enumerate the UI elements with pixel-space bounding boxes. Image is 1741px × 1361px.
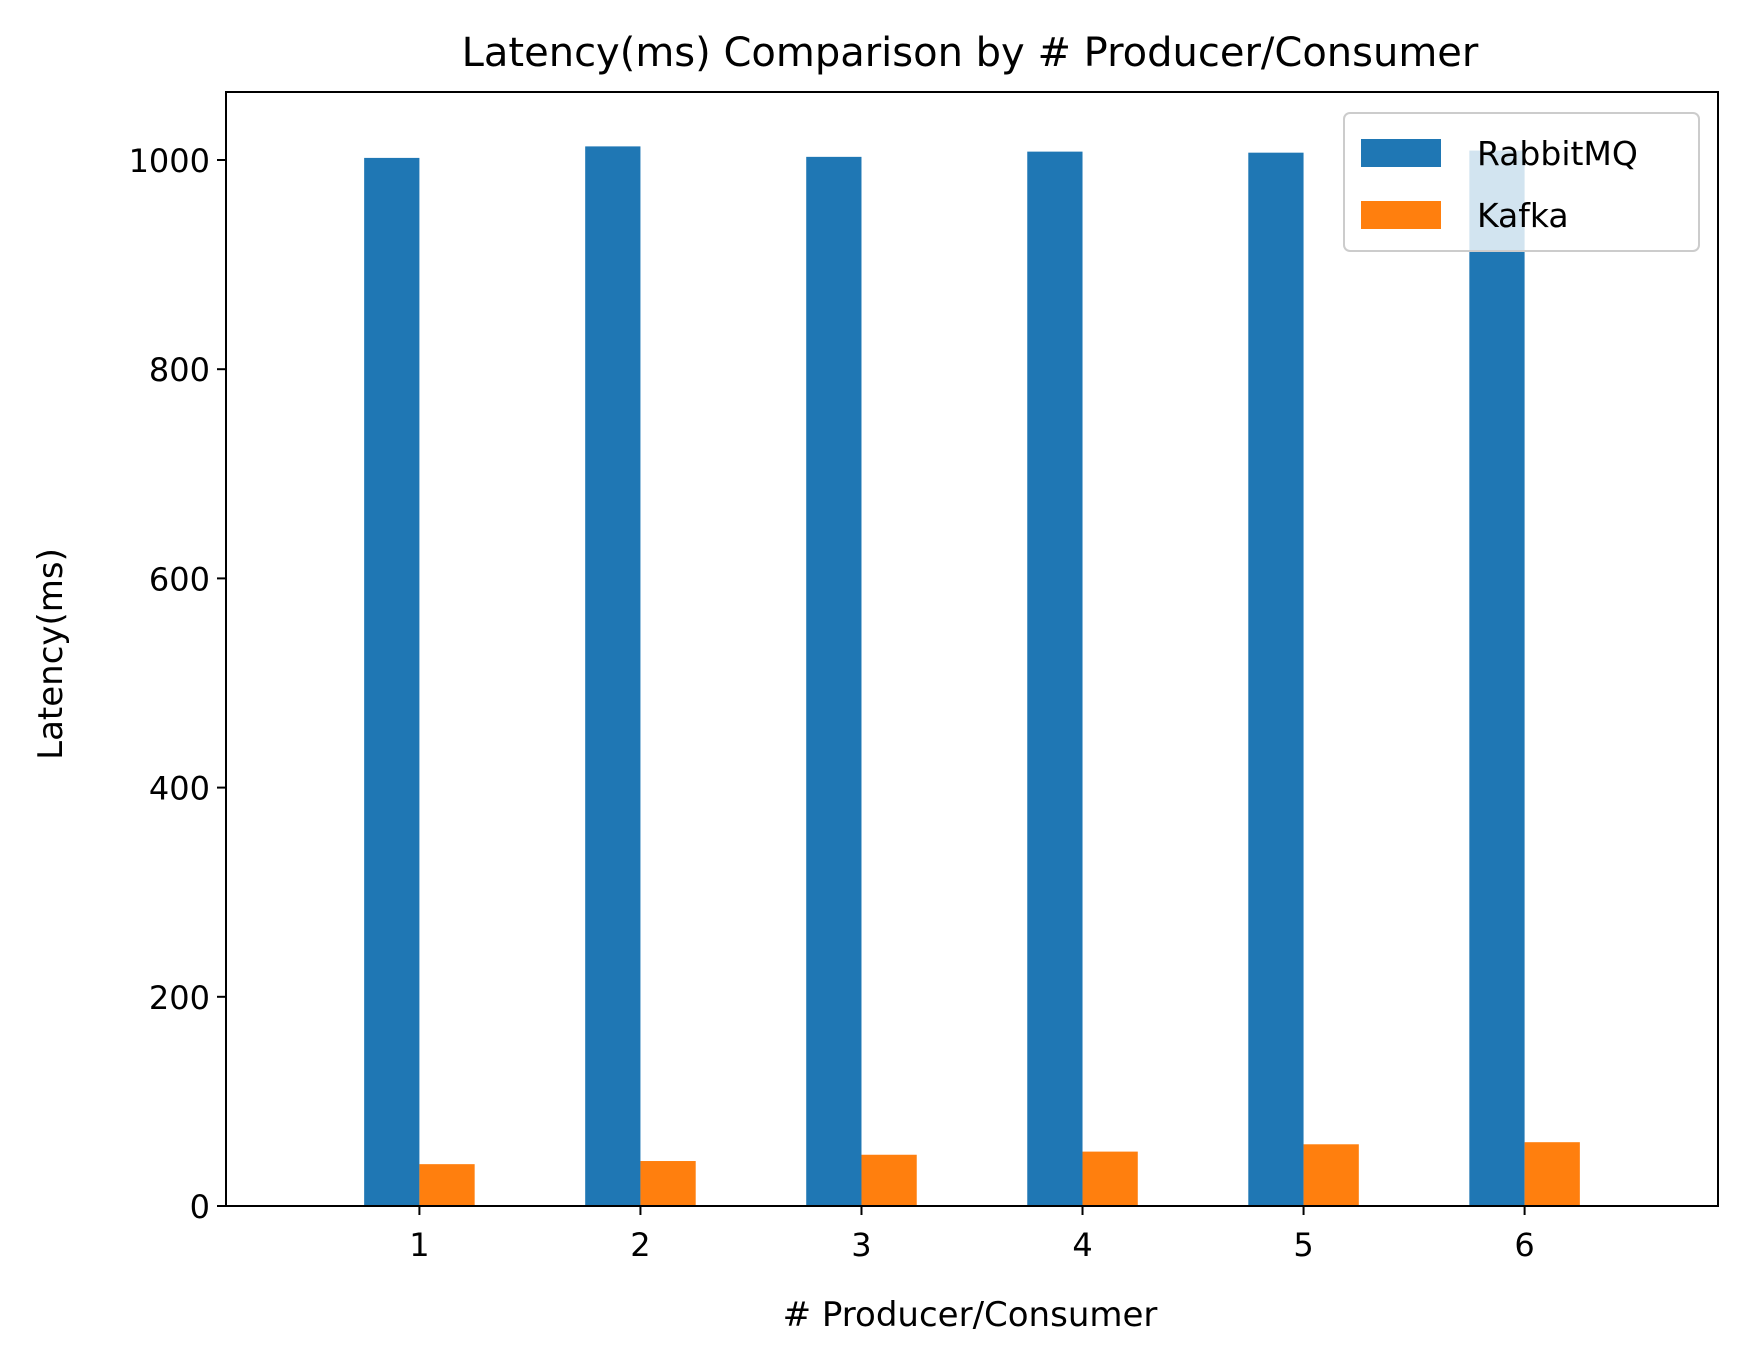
legend: RabbitMQ Kafka	[1343, 112, 1700, 252]
bar-rabbitmq-1	[364, 157, 420, 1207]
bar-kafka-5	[1303, 1144, 1359, 1206]
bar-kafka-2	[640, 1161, 696, 1206]
legend-swatch-rabbitmq	[1361, 139, 1441, 167]
bar-rabbitmq-3	[806, 156, 862, 1207]
bar-kafka-4	[1082, 1151, 1138, 1206]
x-tick-label: 1	[409, 1226, 429, 1264]
y-tick-label: 800	[149, 351, 210, 389]
bar-rabbitmq-4	[1027, 151, 1083, 1206]
y-tick-label: 200	[149, 979, 210, 1017]
plot-area: 0 200 400 600 800 1000 1 2 3 4 5 6	[129, 91, 1719, 1264]
bar-kafka-1	[419, 1164, 475, 1206]
y-tick-label: 600	[149, 560, 210, 598]
bar-rabbitmq-6	[1469, 150, 1525, 1206]
y-tick-label: 400	[149, 770, 210, 808]
bar-rabbitmq-2	[585, 146, 641, 1207]
x-tick-label: 2	[630, 1226, 650, 1264]
x-axis-label: # Producer/Consumer	[783, 1295, 1158, 1335]
legend-swatch-kafka	[1361, 201, 1441, 229]
axes-frame	[225, 91, 1719, 1207]
y-tick-label: 0	[190, 1188, 210, 1226]
x-tick-label: 5	[1293, 1226, 1313, 1264]
y-axis-label: Latency(ms)	[31, 548, 71, 760]
x-tick-label: 6	[1514, 1226, 1534, 1264]
x-tick-label: 3	[851, 1226, 871, 1264]
x-tick-label: 4	[1072, 1226, 1092, 1264]
bar-rabbitmq-5	[1248, 152, 1304, 1206]
legend-label-kafka: Kafka	[1477, 196, 1569, 235]
legend-label-rabbitmq: RabbitMQ	[1477, 134, 1638, 173]
bar-kafka-6	[1524, 1142, 1580, 1206]
y-tick-label: 1000	[129, 142, 210, 180]
bar-kafka-3	[861, 1154, 917, 1206]
chart-title: Latency(ms) Comparison by # Producer/Con…	[462, 30, 1479, 76]
